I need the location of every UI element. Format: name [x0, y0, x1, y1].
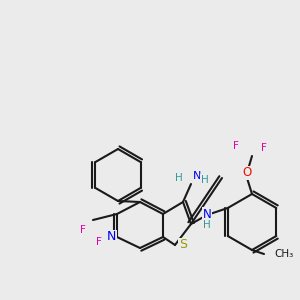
Text: N: N: [193, 171, 201, 181]
Text: F: F: [261, 143, 267, 153]
Text: F: F: [80, 225, 86, 235]
Text: N: N: [106, 230, 116, 244]
Text: H: H: [175, 173, 183, 183]
Text: H: H: [201, 175, 209, 185]
Text: S: S: [179, 238, 187, 251]
Text: O: O: [242, 167, 252, 179]
Text: N: N: [202, 208, 211, 220]
Text: H: H: [203, 220, 211, 230]
Text: CH₃: CH₃: [274, 249, 293, 259]
Text: F: F: [233, 141, 239, 151]
Text: F: F: [96, 237, 102, 247]
